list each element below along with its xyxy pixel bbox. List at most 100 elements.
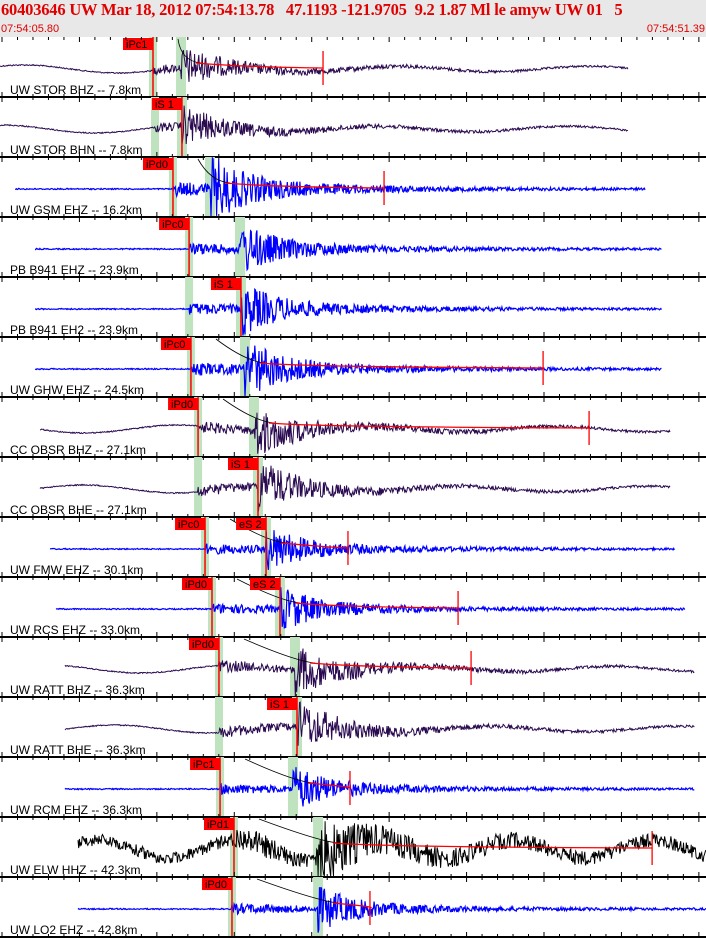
s-pick-label-box <box>236 518 267 530</box>
trace-panel[interactable]: iPd1 UW ELW HHZ -- 42.3km <box>0 817 706 882</box>
station-label: UW STOR BHN -- 7.8km <box>10 143 142 157</box>
coda-envelope-line <box>280 542 348 549</box>
waveform <box>64 648 695 697</box>
p-pick-label-box <box>142 158 173 170</box>
trace-panel[interactable]: iPc1 UW RCM EHZ -- 36.3km <box>0 757 706 822</box>
p-pick-label-box <box>203 818 234 830</box>
coda-envelope-line <box>259 362 544 369</box>
event-title: 60403646 UW Mar 18, 2012 07:54:13.78 47.… <box>1 0 623 19</box>
s-window-band <box>248 397 259 457</box>
trace-panel[interactable]: iPd0 eS 2 UW RCS EHZ -- 33.0km <box>0 577 706 642</box>
trace-panel[interactable]: iS 1 UW RATT BHE -- 36.3km <box>0 697 706 762</box>
station-label: UW RCS EHZ -- 33.0km <box>10 623 140 637</box>
s-window-band <box>313 877 324 937</box>
event-header: 60403646 UW Mar 18, 2012 07:54:13.78 47.… <box>0 0 706 37</box>
s-pick-label: iS 1 <box>214 279 233 291</box>
station-label: CC OBSR BHZ -- 27.1km <box>10 443 146 457</box>
coda-envelope-line <box>333 902 372 909</box>
station-label: UW FMW EHZ -- 30.1km <box>10 563 143 577</box>
trace-panel[interactable]: iPd0 UW GSM EHZ -- 16.2km <box>0 156 706 222</box>
p-window-band <box>214 697 223 757</box>
p-pick-label: iPc0 <box>164 339 185 351</box>
p-window-band <box>185 277 194 337</box>
station-label: UW GSM EHZ -- 16.2km <box>10 203 142 217</box>
station-label: PB B941 EH2 -- 23.9km <box>10 323 138 337</box>
p-pick-label: iPc0 <box>178 519 199 531</box>
coda-envelope-line <box>224 182 385 189</box>
s-window-band <box>239 337 250 397</box>
trace-panel[interactable]: iPd0 CC OBSR BHZ -- 27.1km <box>0 397 706 462</box>
waveform <box>64 701 695 746</box>
waveform <box>55 587 686 629</box>
coda-envelope-line <box>309 662 472 669</box>
s-pick-label: iS 1 <box>270 699 289 711</box>
p-pick-label-box <box>190 758 221 770</box>
trace-panel[interactable]: iPc0 UW GHW EHZ -- 24.5km <box>0 337 706 402</box>
station-label: UW STOR BHZ -- 7.8km <box>10 83 141 97</box>
s-pick-label: eS 2 <box>253 579 276 591</box>
waveform <box>35 287 663 336</box>
coda-fit-curve <box>236 578 301 604</box>
p-pick-label: iPd0 <box>192 639 214 651</box>
coda-fit-curve <box>243 638 316 664</box>
end-time: 07:54:51.39 <box>646 23 705 35</box>
p-pick-label: iPc1 <box>126 39 147 51</box>
station-label: UW RCM EHZ -- 36.3km <box>10 803 142 817</box>
coda-fit-curve <box>244 758 314 784</box>
p-pick-label: iPd1 <box>207 819 229 831</box>
station-label: UW LO2 EHZ -- 42.8km <box>10 923 137 937</box>
s-pick-label-box <box>267 698 298 710</box>
trace-panel[interactable]: iPc1 UW STOR BHZ -- 7.8km <box>0 37 706 102</box>
p-pick-label-box <box>123 38 154 50</box>
trace-panel[interactable]: iS 1 UW STOR BHN -- 7.8km <box>0 97 706 162</box>
coda-envelope-line <box>333 842 653 849</box>
p-pick-label-box <box>160 338 191 350</box>
waveform <box>0 49 629 82</box>
coda-fit-curve <box>215 338 266 364</box>
coda-envelope-line <box>268 422 590 429</box>
p-pick-label: iPd0 <box>185 579 207 591</box>
trace-panel[interactable]: iS 1 PB B941 EH2 -- 23.9km <box>0 277 706 342</box>
p-pick-label-box <box>201 878 232 890</box>
coda-fit-curve <box>197 158 231 184</box>
s-window-band <box>235 217 246 277</box>
trace-panel[interactable]: iPc0 PB B941 EHZ -- 23.9km <box>0 217 706 282</box>
s-pick-label: iS 1 <box>155 99 174 111</box>
coda-fit-curve <box>256 878 339 904</box>
coda-fit-curve <box>258 818 339 844</box>
s-pick-label-box <box>249 578 280 590</box>
coda-fit-curve <box>229 518 287 544</box>
p-pick-label: iPd0 <box>171 399 193 411</box>
trace-panel[interactable]: iS 1 CC OBSR BHE -- 27.1km <box>0 457 706 522</box>
station-label: UW RATT BHE -- 36.3km <box>10 743 146 757</box>
station-label: PB B941 EHZ -- 23.9km <box>10 263 139 277</box>
trace-panel[interactable]: iPd0 UW LO2 EHZ -- 42.8km <box>0 877 706 938</box>
p-pick-label-box <box>182 578 213 590</box>
waveform <box>64 767 695 807</box>
coda-fit-curve <box>222 398 275 424</box>
waveform <box>77 886 706 933</box>
station-label: UW ELW HHZ -- 42.3km <box>10 863 140 877</box>
s-pick-label-box <box>151 98 182 110</box>
p-pick-label-box <box>175 518 206 530</box>
s-pick-label: iS 1 <box>231 459 250 471</box>
waveform <box>34 229 662 272</box>
waveform <box>49 530 675 570</box>
trace-panel[interactable]: iPd0 UW RATT BHZ -- 36.3km <box>0 637 706 702</box>
p-pick-label-box <box>159 218 190 230</box>
s-window-band <box>313 817 324 877</box>
p-pick-label: iPd0 <box>146 159 168 171</box>
coda-envelope-line <box>195 62 324 69</box>
p-pick-label-box <box>168 398 199 410</box>
coda-envelope-line <box>294 602 459 609</box>
station-label: CC OBSR BHE -- 27.1km <box>10 503 147 517</box>
trace-panel[interactable]: iPc0 eS 2 UW FMW EHZ -- 30.1km <box>0 517 706 582</box>
s-pick-label-box <box>210 278 241 290</box>
s-pick-label: eS 2 <box>239 519 262 531</box>
s-window-band <box>176 37 187 97</box>
waveform <box>39 465 671 512</box>
waveform <box>0 105 629 145</box>
station-label: UW GHW EHZ -- 24.5km <box>10 383 144 397</box>
